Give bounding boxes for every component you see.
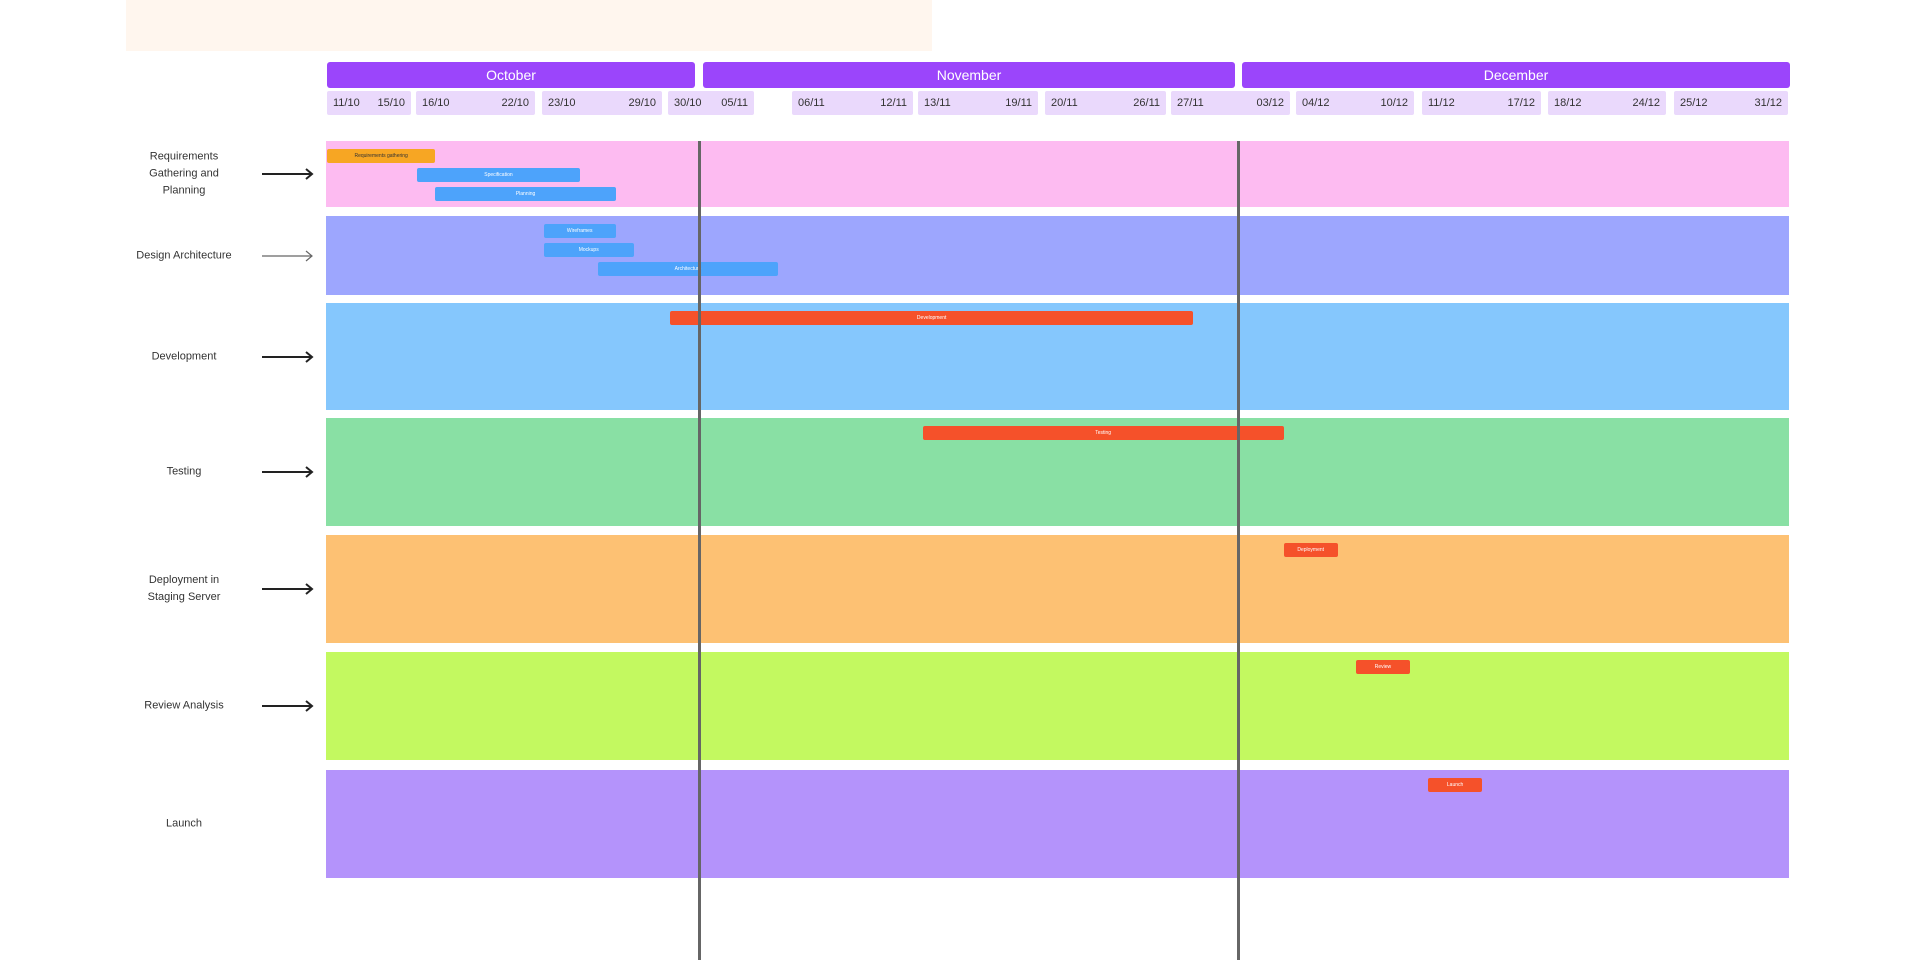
month-header: October	[327, 62, 695, 88]
phase-label: Launch	[165, 817, 203, 830]
task-bar[interactable]: Mockups	[543, 243, 634, 257]
month-header: November	[703, 62, 1235, 88]
arrow-right-icon	[262, 583, 314, 595]
week-start: 04/12	[1302, 97, 1330, 109]
week-start: 18/12	[1554, 97, 1582, 109]
task-bar[interactable]: Requirements gathering	[327, 149, 436, 163]
week-start: 23/10	[548, 97, 576, 109]
week-end: 03/12	[1256, 97, 1284, 109]
week-start: 11/12	[1428, 97, 1455, 109]
week-range: 27/11 03/12	[1171, 91, 1290, 115]
task-bar[interactable]: Development	[669, 311, 1194, 325]
task-bar[interactable]: Deployment	[1283, 543, 1338, 557]
phase-label: Deployment in Staging Server	[147, 574, 221, 603]
week-start: 11/10	[333, 97, 360, 109]
phase-label: Review Analysis	[144, 699, 224, 712]
phase-label: Development	[151, 350, 217, 362]
phase-label: Requirements Gathering and Planning	[149, 150, 219, 197]
phase-lane	[326, 652, 1789, 760]
arrow-right-icon	[262, 350, 314, 363]
week-start: 27/11	[1177, 97, 1204, 109]
week-range: 20/11 26/11	[1045, 91, 1166, 115]
week-start: 25/12	[1680, 97, 1708, 109]
week-range: 16/10 22/10	[416, 91, 535, 115]
week-end: 22/10	[501, 97, 529, 109]
phase-label: Design Architecture	[136, 249, 232, 261]
week-end: 10/12	[1380, 97, 1408, 109]
task-bar[interactable]: Architecture	[597, 262, 779, 276]
week-start: 20/11	[1051, 97, 1078, 109]
arrow-right-icon	[262, 700, 314, 712]
week-end: 29/10	[628, 97, 656, 109]
week-end: 26/11	[1133, 97, 1160, 109]
week-start: 30/10	[674, 97, 702, 109]
week-range: 11/10 15/10	[327, 91, 411, 115]
week-range: 13/11 19/11	[918, 91, 1038, 115]
milestone-line	[698, 141, 701, 960]
header-banner	[126, 0, 932, 51]
week-end: 24/12	[1632, 97, 1660, 109]
week-end: 05/11	[721, 97, 748, 109]
week-end: 15/10	[377, 97, 405, 109]
week-range: 25/12 31/12	[1674, 91, 1788, 115]
month-header: December	[1242, 62, 1790, 88]
milestone-line	[1237, 141, 1240, 960]
arrow-right-icon	[262, 466, 314, 478]
week-end: 19/11	[1005, 97, 1032, 109]
week-start: 16/10	[422, 97, 450, 109]
phase-label: Testing	[166, 465, 202, 478]
phase-lane	[326, 770, 1789, 878]
arrow-right-icon	[262, 168, 314, 180]
arrow-right-icon	[262, 250, 313, 261]
week-end: 31/12	[1754, 97, 1782, 109]
task-bar[interactable]: Specification	[417, 168, 580, 182]
task-bar[interactable]: Review	[1355, 660, 1410, 674]
phase-lane	[326, 535, 1789, 643]
week-end: 17/12	[1507, 97, 1535, 109]
week-start: 13/11	[924, 97, 951, 109]
task-bar[interactable]: Wireframes	[543, 224, 616, 238]
task-bar[interactable]: Planning	[435, 187, 616, 201]
week-range: 06/11 12/11	[792, 91, 913, 115]
week-range: 04/12 10/12	[1296, 91, 1414, 115]
week-range: 18/12 24/12	[1548, 91, 1666, 115]
week-end: 12/11	[880, 97, 907, 109]
week-range: 30/10 05/11	[668, 91, 754, 115]
task-bar[interactable]: Testing	[922, 426, 1284, 440]
week-start: 06/11	[798, 97, 825, 109]
week-range: 23/10 29/10	[542, 91, 662, 115]
task-bar[interactable]: Launch	[1428, 778, 1483, 792]
week-range: 11/12 17/12	[1422, 91, 1541, 115]
